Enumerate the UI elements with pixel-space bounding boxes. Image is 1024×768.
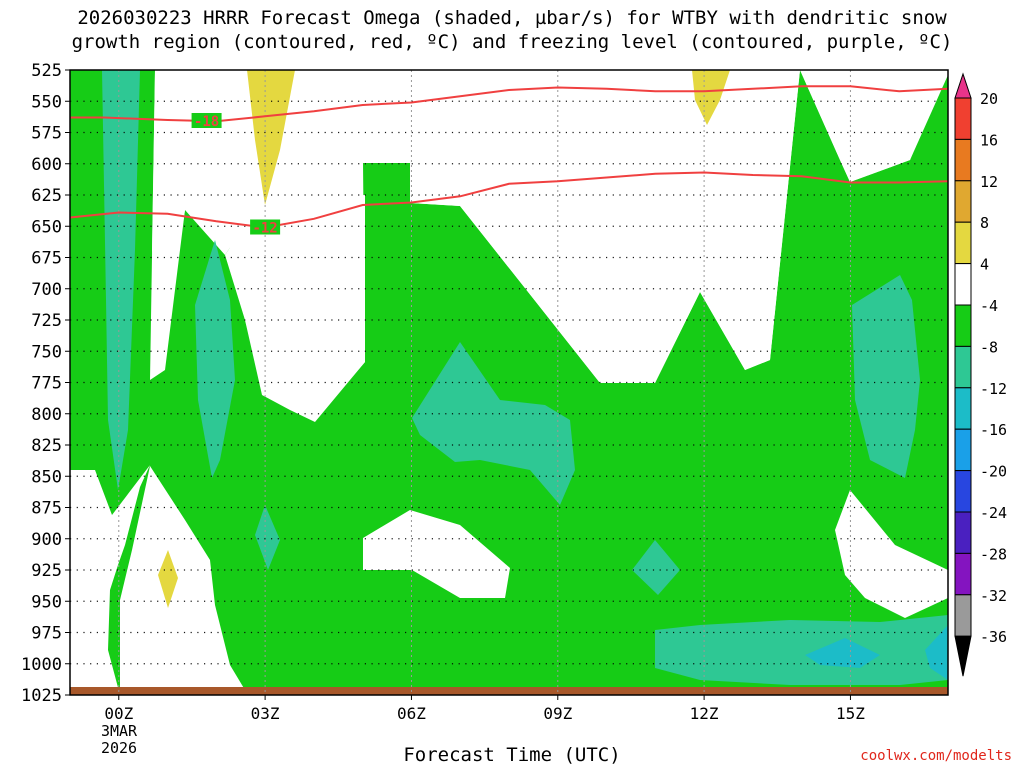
y-tick-label: 975 (31, 624, 62, 644)
colorbar-label: -4 (980, 297, 998, 315)
x-axis-title: Forecast Time (UTC) (403, 744, 621, 766)
colorbar-swatch (954, 552, 972, 596)
colorbar-swatch (954, 345, 972, 389)
x-tick-label: 00Z (104, 704, 133, 723)
isotherm-label-bg (191, 113, 222, 128)
colorbar-label: 20 (980, 90, 998, 108)
chart-title: 2026030223 HRRR Forecast Omega (shaded, … (0, 6, 1024, 54)
colorbar-label: -20 (980, 463, 1007, 481)
colorbar-label: -28 (980, 545, 1007, 563)
colorbar-swatch (954, 138, 972, 182)
colorbar-label: 12 (980, 173, 998, 191)
colorbar: 20 16 12 8 4 -4 -8 -12 -16 -20 -24 -28 -32 -36 (954, 72, 1007, 677)
colorbar-label: 8 (980, 214, 989, 232)
isotherm-contours: -18 -12 (69, 85, 949, 237)
y-tick-label: 1000 (21, 655, 62, 675)
omega-region-teal-left (102, 70, 140, 490)
omega-region-yellow-1 (247, 70, 295, 205)
omega-region-teal-4 (852, 275, 920, 478)
y-tick-label: 775 (31, 374, 62, 394)
omega-region-yellow-2 (692, 70, 730, 125)
x-tick-label: 03Z (251, 704, 280, 723)
colorbar-swatch (954, 428, 972, 472)
y-tick-label: 900 (31, 530, 62, 550)
y-tick-label: 675 (31, 249, 62, 269)
y-tick-label: 800 (31, 405, 62, 425)
colorbar-label: 16 (980, 131, 998, 149)
omega-region-main (70, 70, 948, 695)
colorbar-label: -16 (980, 421, 1007, 439)
colorbar-label: -24 (980, 504, 1007, 522)
omega-region-cyan-1 (805, 638, 880, 668)
colorbar-swatch (954, 470, 972, 513)
y-tick-label: 650 (31, 217, 62, 237)
colorbar-swatch (954, 180, 972, 223)
y-tick-label: 725 (31, 311, 62, 331)
colorbar-label: -32 (980, 587, 1007, 605)
isotherm-label: -18 (194, 114, 219, 130)
colorbar-top-arrow (954, 72, 972, 99)
colorbar-swatch (954, 263, 972, 306)
omega-hole-upper-right (410, 70, 800, 383)
credit-link[interactable]: coolwx.com/modelts (860, 748, 1012, 764)
colorbar-label: 4 (980, 256, 989, 274)
date-label-year: 2026 (101, 739, 137, 757)
omega-region-cyan-2 (925, 625, 948, 680)
isotherm-line (69, 171, 949, 229)
isotherm-label: -12 (252, 221, 277, 237)
title-line-2: growth region (contoured, red, ºC) and f… (71, 31, 953, 53)
colorbar-label: -12 (980, 380, 1007, 398)
title-line-1: 2026030223 HRRR Forecast Omega (shaded, … (77, 7, 947, 29)
omega-shading (70, 70, 948, 695)
y-tick-label: 850 (31, 467, 62, 487)
omega-hole-lower-left (70, 465, 150, 695)
y-tick-label: 525 (31, 61, 62, 81)
ground-strip (70, 687, 948, 695)
y-tick-label: 825 (31, 436, 62, 456)
omega-region-teal-2 (195, 240, 235, 478)
omega-hole-left-tongue (120, 466, 248, 695)
y-tick-label: 925 (31, 561, 62, 581)
omega-region-teal-5 (255, 505, 280, 570)
colorbar-swatch (954, 594, 972, 637)
colorbar-label: -36 (980, 628, 1007, 646)
y-tick-label: 875 (31, 499, 62, 519)
y-tick-label: 550 (31, 92, 62, 112)
x-tick-label: 15Z (836, 704, 865, 723)
x-tick-label: 06Z (397, 704, 426, 723)
y-tick-label: 700 (31, 280, 62, 300)
x-axis-labels: 00Z 03Z 06Z 09Z 12Z 15Z (104, 695, 865, 723)
date-label-month: 3MAR (101, 722, 138, 740)
x-tick-label: 12Z (690, 704, 719, 723)
y-tick-label: 1025 (21, 686, 62, 706)
omega-hole-center (363, 510, 510, 598)
colorbar-label: -8 (980, 338, 998, 356)
colorbar-swatch (954, 304, 972, 347)
colorbar-swatch (954, 387, 972, 430)
y-tick-label: 575 (31, 124, 62, 144)
omega-hole-upper-mid (225, 195, 365, 420)
grid-lines (70, 70, 948, 695)
omega-region-teal-6 (632, 540, 680, 595)
omega-hole-right (835, 490, 948, 618)
y-axis-labels: 525 550 575 600 625 650 675 700 725 750 775 800 825 8… (21, 61, 70, 706)
y-tick-label: 625 (31, 186, 62, 206)
omega-hole-top-right (800, 70, 948, 182)
y-tick-label: 950 (31, 592, 62, 612)
colorbar-swatch (954, 511, 972, 554)
colorbar-bottom-arrow (954, 635, 972, 677)
omega-region-teal-7 (655, 615, 948, 685)
isotherm-label-bg (250, 219, 281, 235)
x-tick-label: 09Z (543, 704, 572, 723)
colorbar-swatch (954, 97, 972, 140)
y-tick-label: 750 (31, 342, 62, 362)
omega-region-yellow-3 (158, 550, 178, 608)
colorbar-swatch (954, 221, 972, 265)
omega-hole-upper-left (152, 70, 262, 345)
y-tick-label: 600 (31, 155, 62, 175)
